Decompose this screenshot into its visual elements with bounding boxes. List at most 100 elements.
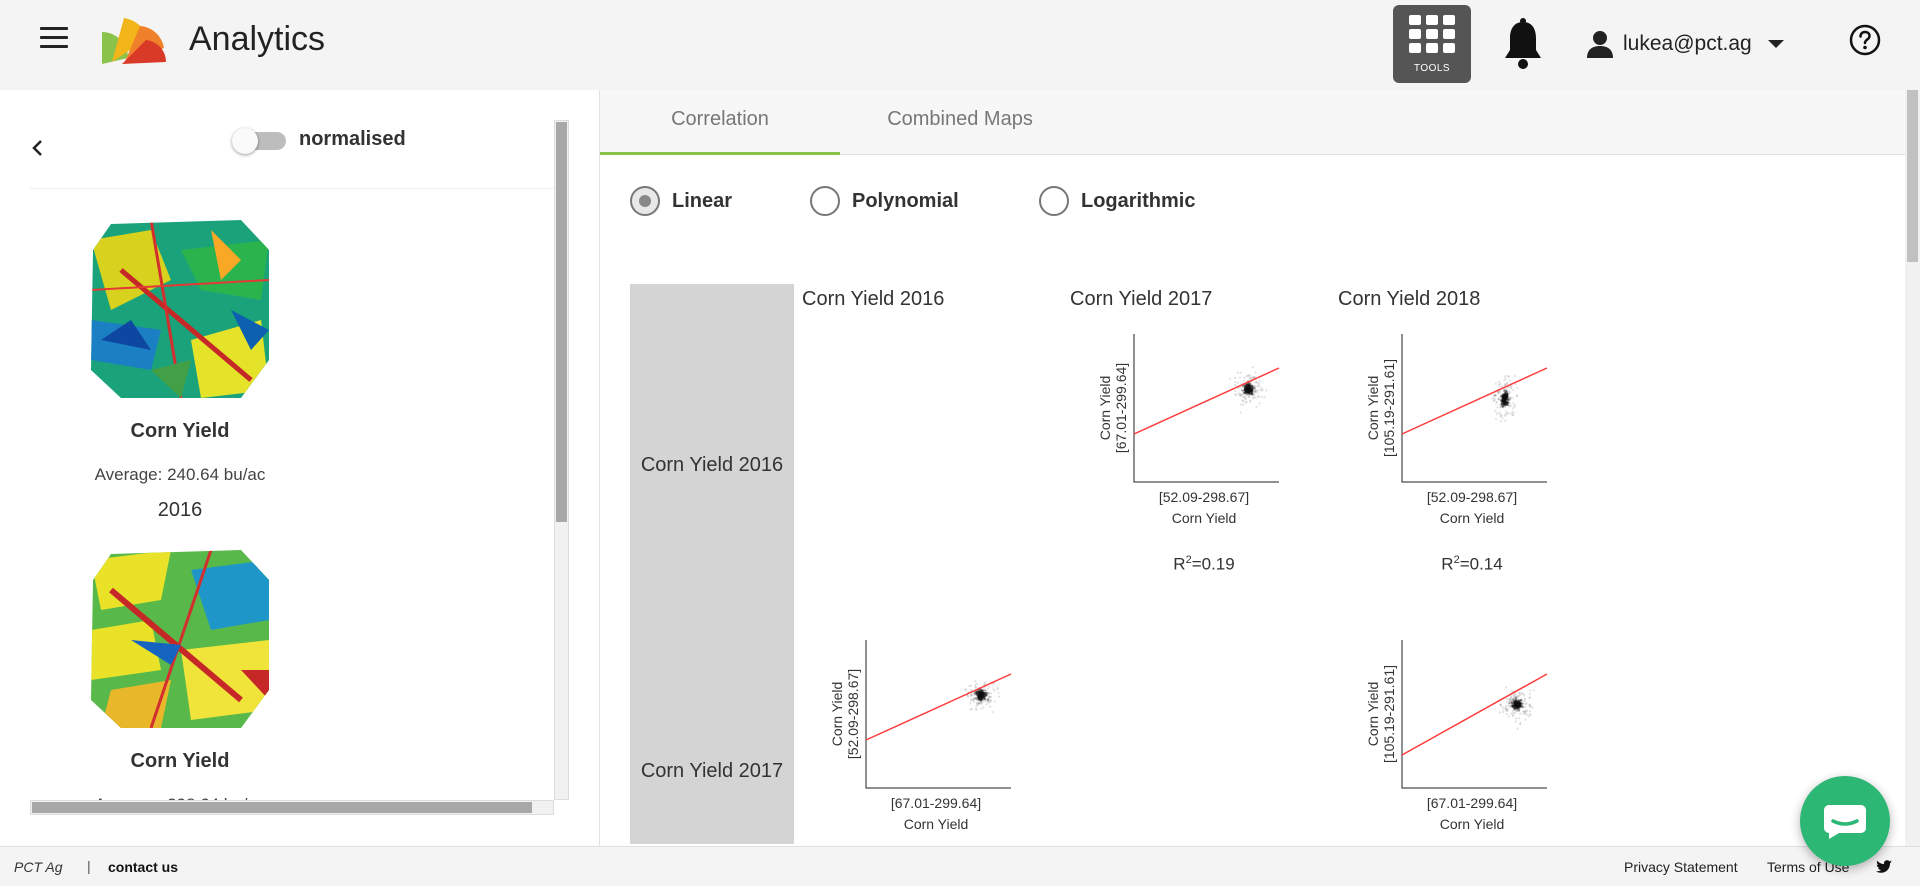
tab-combined-maps[interactable]: Combined Maps [887,108,1033,130]
scatter-point [1505,712,1509,715]
scatter-point [1248,385,1251,388]
scatter-point [982,691,985,694]
scatter-point [970,692,973,695]
scatter-point [977,696,980,699]
radio-polynomial[interactable]: Polynomial [810,184,959,218]
tools-button[interactable]: TOOLS [1393,5,1471,83]
user-menu[interactable]: lukea@pct.ag [1587,28,1784,60]
scatter-point [1247,374,1250,378]
scatter-plot[interactable]: Corn Yield [105.19-291.61] [52.09-298.67] C… [1342,334,1562,574]
scatter-point [1501,399,1504,403]
radio-logarithmic[interactable]: Logarithmic [1039,184,1195,218]
scatter-point [1502,401,1505,404]
sidebar-horizontal-scrollbar[interactable] [30,800,554,815]
scatter-point [1254,389,1257,392]
scatter-point [1505,402,1508,405]
notifications-bell-icon[interactable] [1502,18,1544,70]
scatter-point [1505,401,1508,404]
scatter-point [1503,378,1506,382]
scatter-point [977,689,980,692]
scatter-point [1512,693,1515,696]
sidebar-vertical-scrollbar[interactable] [554,120,569,800]
scatter-point [1248,386,1251,389]
scatter-point [1497,380,1501,383]
scatter-point [1247,386,1250,389]
scatter-plot[interactable]: Corn Yield [67.01-299.64] [52.09-298.67] Co… [1074,334,1294,574]
scatter-point [1516,701,1519,704]
scatter-point [978,689,982,692]
scatter-point [1502,400,1505,403]
scatter-point [976,690,980,693]
chevron-left-icon[interactable] [28,138,48,158]
scatter-point [982,691,985,694]
scatter-point [1518,701,1521,704]
scatter-point [988,691,991,695]
contact-us-link[interactable]: contact us [108,859,179,875]
scatter-point [1245,390,1248,393]
scatter-point [1250,389,1254,392]
help-icon[interactable] [1849,24,1881,56]
scatter-point [1519,702,1522,705]
scatter-point [978,695,981,698]
scatter-point [983,692,986,695]
scatter-point [979,692,982,695]
scatter-point [1249,388,1252,392]
scatter-point [980,693,983,696]
scatter-point [1505,391,1508,394]
scatter-point [981,692,984,695]
scatter-point [1506,403,1509,406]
normalised-toggle[interactable] [232,128,288,154]
scatter-point [1246,387,1249,390]
scatter-point [1248,383,1252,386]
scatter-point [980,707,983,710]
scatter-point [1512,414,1515,417]
chat-button[interactable] [1800,776,1890,866]
scatter-point [1250,390,1253,393]
scatter-point [1245,375,1248,378]
scatter-point [1504,413,1507,416]
scatter-point [1245,383,1248,386]
scatter-point [976,694,979,697]
scatter-point [1246,383,1249,386]
scatter-point [1518,702,1522,705]
scatter-point [1504,394,1507,397]
twitter-icon[interactable] [1876,860,1892,874]
map-card[interactable]: Corn Yield Average: 208.64 bu/ac [60,550,300,815]
scatter-point [1512,402,1515,405]
scatter-point [1515,705,1518,708]
map-card[interactable]: Corn Yield Average: 240.64 bu/ac 2016 [60,220,300,522]
tab-correlation[interactable]: Correlation [600,90,840,155]
scatter-point [1242,379,1246,382]
scatter-point [980,694,983,697]
scatter-point [1506,401,1509,404]
scatter-point [1250,389,1253,392]
scatter-point [1250,387,1253,390]
scatter-point [1250,389,1253,392]
main-vertical-scrollbar[interactable] [1905,90,1920,846]
scatter-point [1504,398,1508,401]
scatter-plot[interactable]: Corn Yield [52.09-298.67] [67.01-299.64] Co… [806,640,1026,880]
scatter-point [1506,394,1509,397]
menu-icon[interactable] [40,27,68,49]
scatter-point [1241,389,1244,392]
scatter-point [1502,401,1506,404]
scatter-point [1238,376,1241,379]
radio-linear[interactable]: Linear [630,184,732,218]
scatter-point [981,693,984,696]
scatter-point [1503,401,1506,404]
scatter-point [1515,704,1518,707]
scatter-point [1501,406,1505,409]
scatter-point [1519,699,1522,702]
scatter-point [1519,702,1522,705]
scatter-plot[interactable]: Corn Yield [105.19-291.61] [67.01-299.64] C… [1342,640,1562,880]
scatter-point [1246,390,1249,393]
scatter-point [1508,391,1511,395]
scatter-point [1256,391,1259,394]
scatter-point [1257,383,1260,386]
scatter-point [1514,704,1517,707]
scatter-point [1520,702,1523,705]
scatter-point [1254,385,1257,388]
scatter-point [1506,403,1509,406]
privacy-statement-link[interactable]: Privacy Statement [1624,859,1738,875]
scatter-point [981,691,984,695]
